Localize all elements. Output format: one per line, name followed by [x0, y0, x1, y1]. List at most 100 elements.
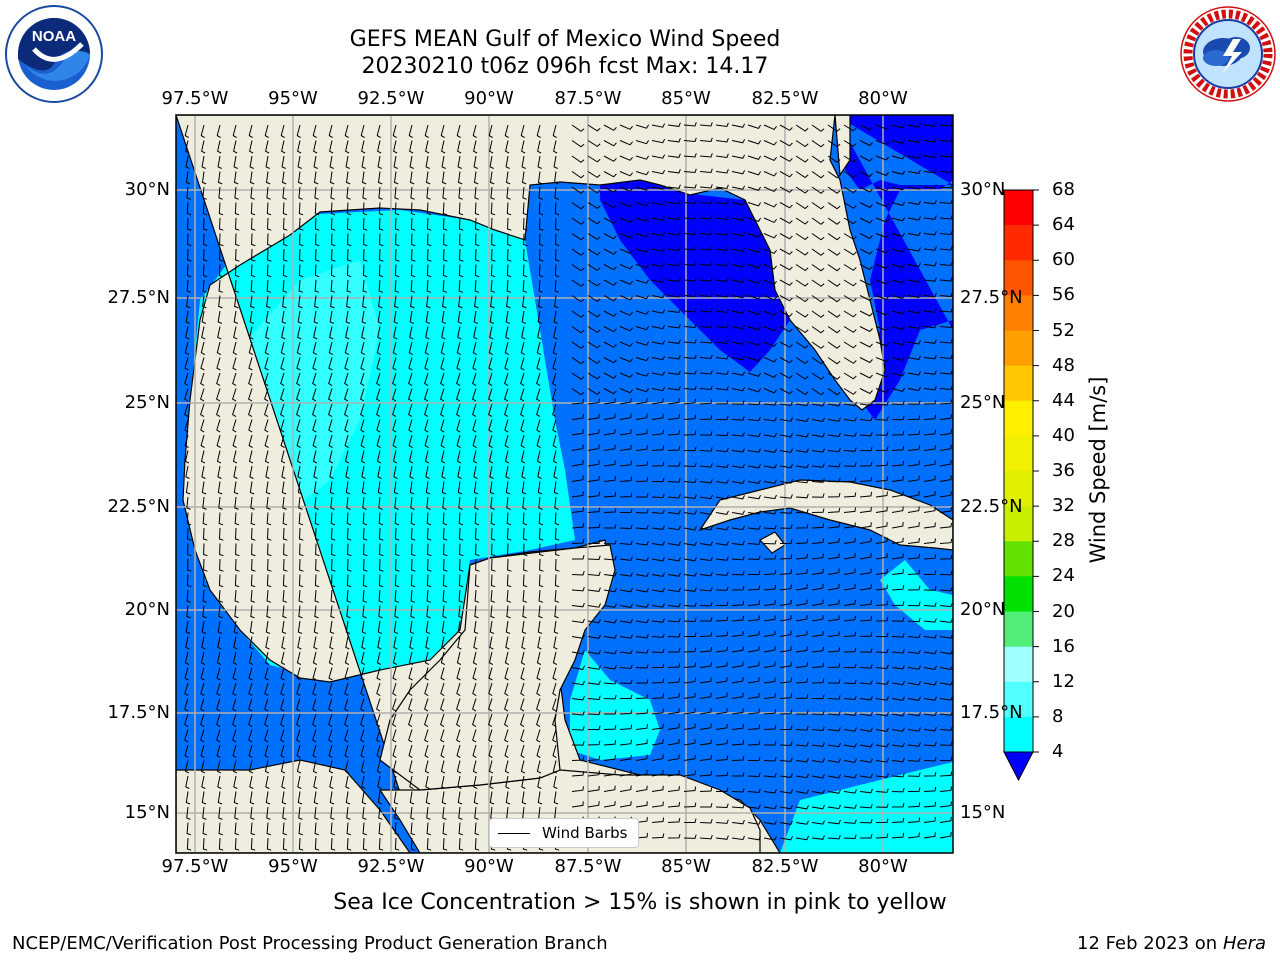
wind-barb [683, 277, 697, 282]
wind-barb [376, 713, 381, 728]
wind-barb [619, 785, 632, 792]
wind-barb [587, 460, 600, 467]
wind-barb [362, 186, 367, 200]
wind-barb [267, 248, 272, 262]
wind-barb [827, 835, 841, 840]
wind-barb [683, 446, 697, 452]
wind-barb [827, 432, 841, 438]
wind-barb [875, 124, 889, 130]
wind-barb [875, 553, 888, 560]
wind-barb [843, 264, 857, 271]
wind-barb [491, 248, 496, 262]
wind-barb [603, 556, 617, 561]
wind-barb [651, 587, 665, 593]
wind-barb [553, 326, 558, 340]
wind-barb [571, 357, 585, 365]
wind-barb [859, 507, 872, 513]
wind-barb [939, 339, 953, 344]
wind-barb [506, 589, 512, 603]
wind-barb [571, 491, 584, 498]
wind-barb [440, 760, 446, 774]
wind-barb [747, 646, 760, 653]
wind-barb [891, 633, 905, 638]
wind-barb [715, 246, 729, 252]
wind-barb [538, 186, 543, 200]
wind-barb [907, 216, 921, 221]
wind-barb [200, 713, 205, 728]
wind-barb [619, 709, 633, 715]
wind-barb [554, 589, 560, 603]
wind-barb [811, 326, 825, 334]
wind-barb [859, 264, 873, 271]
wind-barb [410, 512, 416, 526]
wind-barb [763, 155, 777, 162]
wind-barb [376, 419, 381, 433]
wind-barb [410, 295, 415, 309]
wind-barb [360, 357, 365, 371]
wind-barb [473, 155, 478, 169]
wind-barb [811, 694, 825, 700]
wind-barb [683, 786, 697, 792]
wind-barb [571, 741, 585, 746]
wind-barb [186, 512, 192, 526]
wind-barb [731, 835, 745, 841]
wind-barb [619, 372, 633, 378]
wind-barb [875, 632, 889, 638]
wind-barb [475, 248, 480, 262]
wind-barb [587, 710, 601, 716]
wind-barb [683, 739, 696, 746]
wind-barb [392, 760, 398, 774]
wind-barb [555, 233, 560, 247]
wind-barb [442, 202, 448, 216]
wind-barb [346, 806, 351, 820]
wind-barb [536, 434, 541, 449]
wind-barb [554, 574, 560, 588]
wind-barb [456, 434, 461, 449]
wind-barb [667, 169, 681, 174]
wind-barb [571, 711, 585, 716]
wind-barb [425, 481, 431, 495]
wind-barb [536, 667, 541, 681]
wind-barb [715, 169, 729, 174]
wind-barb [506, 264, 512, 278]
wind-barb [314, 264, 320, 278]
wind-barb [200, 372, 205, 387]
wind-barb [264, 682, 269, 697]
wind-barb [200, 403, 205, 418]
colorbar-tick-label: 8 [1052, 705, 1064, 727]
wind-barb [473, 481, 479, 495]
wind-barb [555, 248, 560, 262]
wind-barb [328, 372, 333, 387]
wind-barb [907, 649, 921, 655]
wind-barb [490, 202, 496, 216]
wind-barb [251, 543, 256, 557]
wind-barb [571, 507, 584, 513]
wind-barb [699, 370, 713, 375]
wind-barb [859, 171, 873, 178]
wind-barb [312, 729, 317, 743]
wind-barb [536, 124, 541, 139]
wind-barb [907, 371, 921, 376]
wind-barb [474, 279, 479, 293]
wind-barb [747, 540, 761, 545]
wind-barb [298, 202, 304, 216]
wind-barb [939, 771, 953, 777]
wind-barb [523, 543, 528, 557]
wind-barb [409, 636, 414, 650]
wind-barb [217, 775, 222, 790]
wind-barb [843, 217, 857, 225]
wind-barb [377, 481, 383, 495]
wind-barb [699, 818, 713, 824]
wind-barb [521, 465, 526, 479]
wind-barb [763, 524, 777, 530]
wind-barb [795, 233, 809, 241]
wind-barb [489, 465, 494, 479]
wind-barb [795, 742, 809, 747]
wind-barb [859, 202, 873, 209]
wind-barb [202, 822, 208, 836]
wind-barb [538, 605, 543, 619]
wind-barb [635, 785, 648, 792]
wind-barb [442, 279, 447, 293]
wind-barb [282, 512, 288, 526]
wind-barb [683, 323, 697, 329]
